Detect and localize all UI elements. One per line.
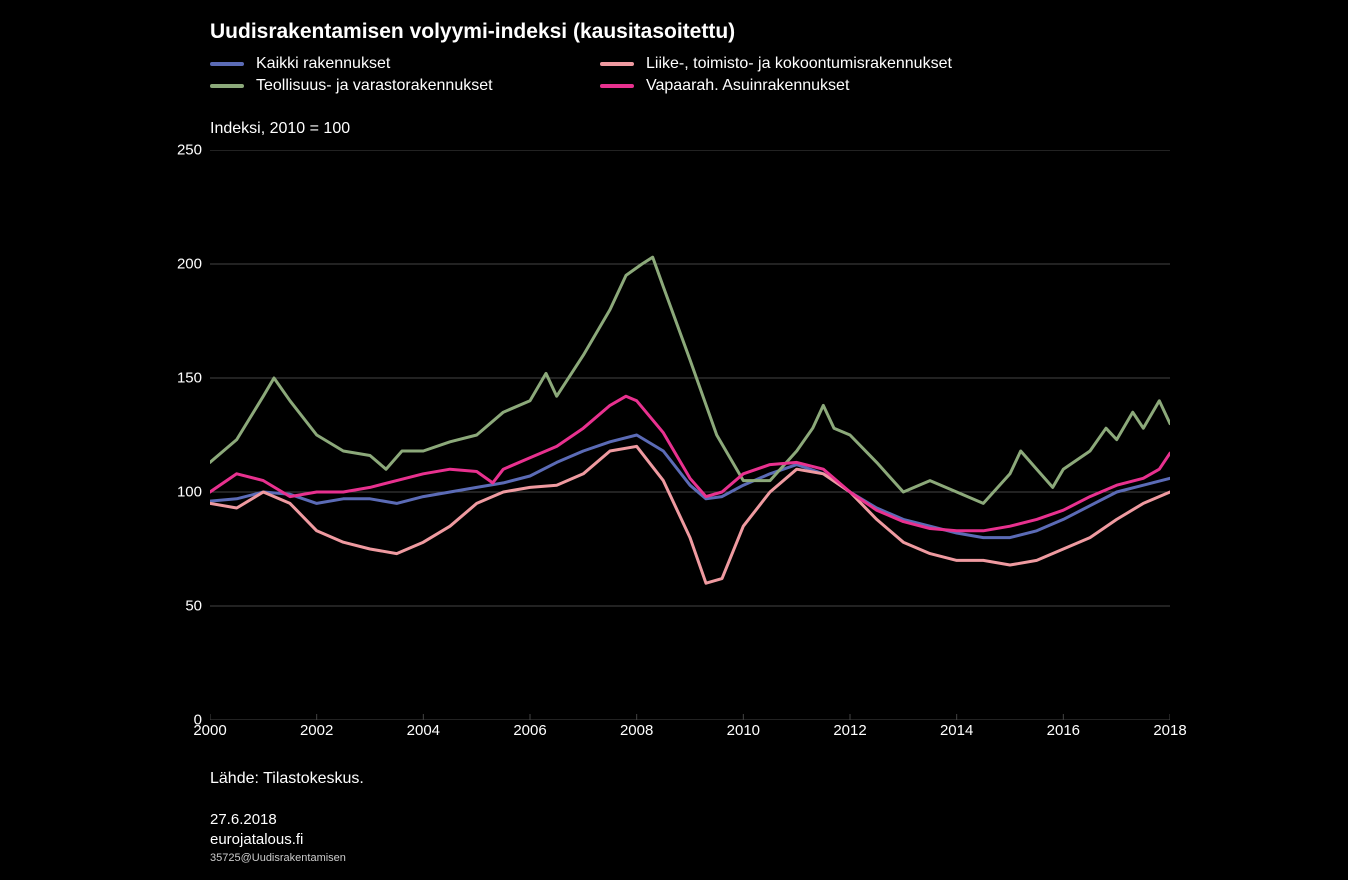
legend: Kaikki rakennukset Liike-, toimisto- ja … [210, 55, 1020, 95]
legend-swatch [210, 84, 244, 88]
x-tick-label: 2018 [1153, 722, 1186, 739]
x-tick-label: 2008 [620, 722, 653, 739]
x-tick-label: 2006 [513, 722, 546, 739]
legend-swatch [600, 62, 634, 66]
legend-swatch [600, 84, 634, 88]
legend-swatch [210, 62, 244, 66]
footer-id: 35725@Uudisrakentamisen [210, 851, 346, 866]
x-tick-label: 2016 [1047, 722, 1080, 739]
chart-title: Uudisrakentamisen volyymi-indeksi (kausi… [210, 20, 735, 44]
x-tick-label: 2000 [193, 722, 226, 739]
legend-item: Vapaarah. Asuinrakennukset [600, 77, 1020, 95]
chart-container: Uudisrakentamisen volyymi-indeksi (kausi… [0, 0, 1348, 880]
legend-item: Teollisuus- ja varastorakennukset [210, 77, 570, 95]
legend-item: Kaikki rakennukset [210, 55, 570, 73]
source-text: Lähde: Tilastokeskus. [210, 770, 364, 788]
footer-site: eurojatalous.fi [210, 830, 346, 850]
footer-date: 27.6.2018 [210, 810, 346, 830]
series-line-asuin [210, 396, 1170, 531]
x-tick-label: 2014 [940, 722, 973, 739]
legend-label: Teollisuus- ja varastorakennukset [256, 77, 493, 95]
series-line-liike [210, 446, 1170, 583]
x-tick-label: 2002 [300, 722, 333, 739]
y-tick-label: 100 [2, 484, 202, 501]
legend-item: Liike-, toimisto- ja kokoontumisrakennuk… [600, 55, 1020, 73]
y-tick-label: 200 [2, 256, 202, 273]
legend-label: Kaikki rakennukset [256, 55, 390, 73]
legend-label: Liike-, toimisto- ja kokoontumisrakennuk… [646, 55, 952, 73]
y-tick-label: 150 [2, 370, 202, 387]
y-tick-label: 0 [2, 712, 202, 729]
plot-area: 0501001502002502000200220042006200820102… [210, 150, 1170, 720]
footer: 27.6.2018 eurojatalous.fi 35725@Uudisrak… [210, 810, 346, 865]
y-tick-label: 50 [2, 598, 202, 615]
y-tick-label: 250 [2, 142, 202, 159]
y-axis-title: Indeksi, 2010 = 100 [210, 120, 350, 138]
x-tick-label: 2012 [833, 722, 866, 739]
x-tick-label: 2010 [727, 722, 760, 739]
series-line-teollisuus [210, 257, 1170, 503]
chart-svg [210, 150, 1170, 720]
legend-label: Vapaarah. Asuinrakennukset [646, 77, 849, 95]
x-tick-label: 2004 [407, 722, 440, 739]
